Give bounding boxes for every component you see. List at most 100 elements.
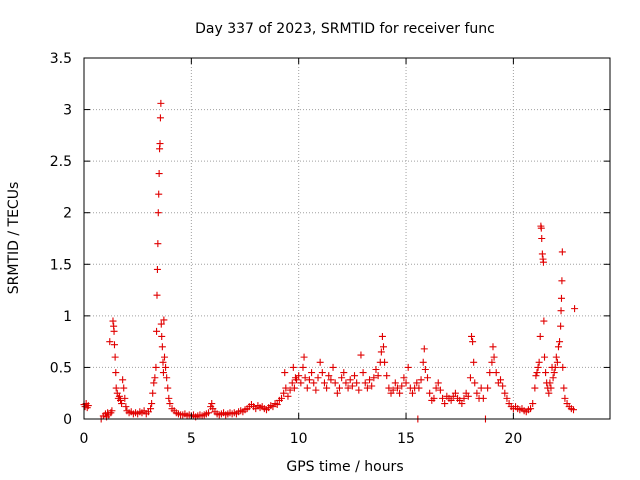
data-point	[110, 341, 118, 349]
data-point	[335, 384, 343, 392]
data-point	[280, 389, 288, 397]
data-point	[393, 384, 401, 392]
y-tick-label: 2.5	[50, 154, 72, 170]
axis-ticks	[83, 57, 610, 420]
data-point	[112, 384, 120, 392]
data-point	[164, 384, 172, 392]
data-point	[499, 382, 507, 390]
data-point	[318, 369, 326, 377]
data-point	[534, 363, 542, 371]
data-point	[408, 389, 416, 397]
data-point	[286, 386, 294, 394]
data-point	[547, 384, 555, 392]
data-point	[293, 376, 301, 384]
data-point	[278, 394, 286, 402]
data-point	[402, 379, 410, 387]
data-point	[159, 369, 167, 377]
data-point	[155, 190, 163, 198]
data-point	[150, 379, 158, 387]
data-point	[372, 365, 380, 373]
data-point	[396, 389, 404, 397]
data-point	[299, 363, 307, 371]
data-point	[490, 353, 498, 361]
data-point	[290, 384, 298, 392]
data-point	[468, 332, 476, 340]
data-point	[155, 170, 163, 178]
data-point	[158, 332, 166, 340]
data-point	[492, 369, 500, 377]
data-point	[477, 384, 485, 392]
data-point	[398, 382, 406, 390]
data-point	[148, 400, 156, 408]
x-tick-label: 15	[397, 431, 415, 447]
data-point	[391, 379, 399, 387]
data-point	[355, 386, 363, 394]
data-point	[156, 114, 164, 122]
data-point	[558, 248, 566, 256]
data-point	[331, 379, 339, 387]
data-point	[389, 386, 397, 394]
data-point	[310, 379, 318, 387]
data-point	[420, 345, 428, 353]
data-point	[314, 374, 322, 382]
data-point	[166, 400, 174, 408]
data-point	[557, 307, 565, 315]
data-point	[541, 353, 549, 361]
data-point	[346, 376, 354, 384]
data-point	[471, 379, 479, 387]
data-point	[325, 372, 333, 380]
data-point	[546, 379, 554, 387]
data-point	[160, 316, 168, 324]
data-point	[557, 322, 565, 330]
data-point	[537, 224, 545, 232]
y-tick-label: 2	[63, 206, 72, 222]
data-point	[436, 386, 444, 394]
data-point	[281, 369, 289, 377]
data-point	[458, 400, 466, 408]
data-point	[162, 363, 170, 371]
data-point	[404, 363, 412, 371]
data-point	[559, 363, 567, 371]
x-tick-label: 10	[290, 431, 308, 447]
data-point	[460, 394, 468, 402]
data-point	[84, 402, 92, 410]
data-point	[165, 394, 173, 402]
data-point	[149, 389, 157, 397]
data-point	[400, 374, 408, 382]
data-point	[484, 384, 492, 392]
data-point	[383, 372, 391, 380]
data-point	[473, 389, 481, 397]
data-point	[344, 384, 352, 392]
data-point	[159, 358, 167, 366]
data-point	[434, 379, 442, 387]
data-point	[111, 353, 119, 361]
data-point	[366, 376, 374, 384]
data-point	[549, 374, 557, 382]
data-point	[121, 394, 129, 402]
data-point	[109, 317, 117, 325]
data-point	[439, 394, 447, 402]
data-point	[432, 384, 440, 392]
data-point	[351, 372, 359, 380]
data-point	[381, 358, 389, 366]
data-point	[479, 394, 487, 402]
data-point	[289, 363, 297, 371]
data-point	[110, 327, 118, 335]
data-point	[122, 403, 130, 411]
y-tick-label: 3	[63, 103, 72, 119]
data-point	[552, 353, 560, 361]
data-point	[116, 396, 124, 404]
data-point	[379, 343, 387, 351]
data-point	[469, 338, 477, 346]
data-point	[554, 343, 562, 351]
data-point	[538, 235, 546, 242]
data-point	[353, 379, 361, 387]
data-point	[538, 250, 546, 258]
data-point	[153, 327, 161, 335]
data-point	[361, 379, 369, 387]
data-point	[112, 369, 120, 377]
data-point	[284, 392, 292, 400]
data-point	[464, 392, 472, 400]
data-point	[119, 376, 127, 384]
data-point	[441, 400, 449, 408]
